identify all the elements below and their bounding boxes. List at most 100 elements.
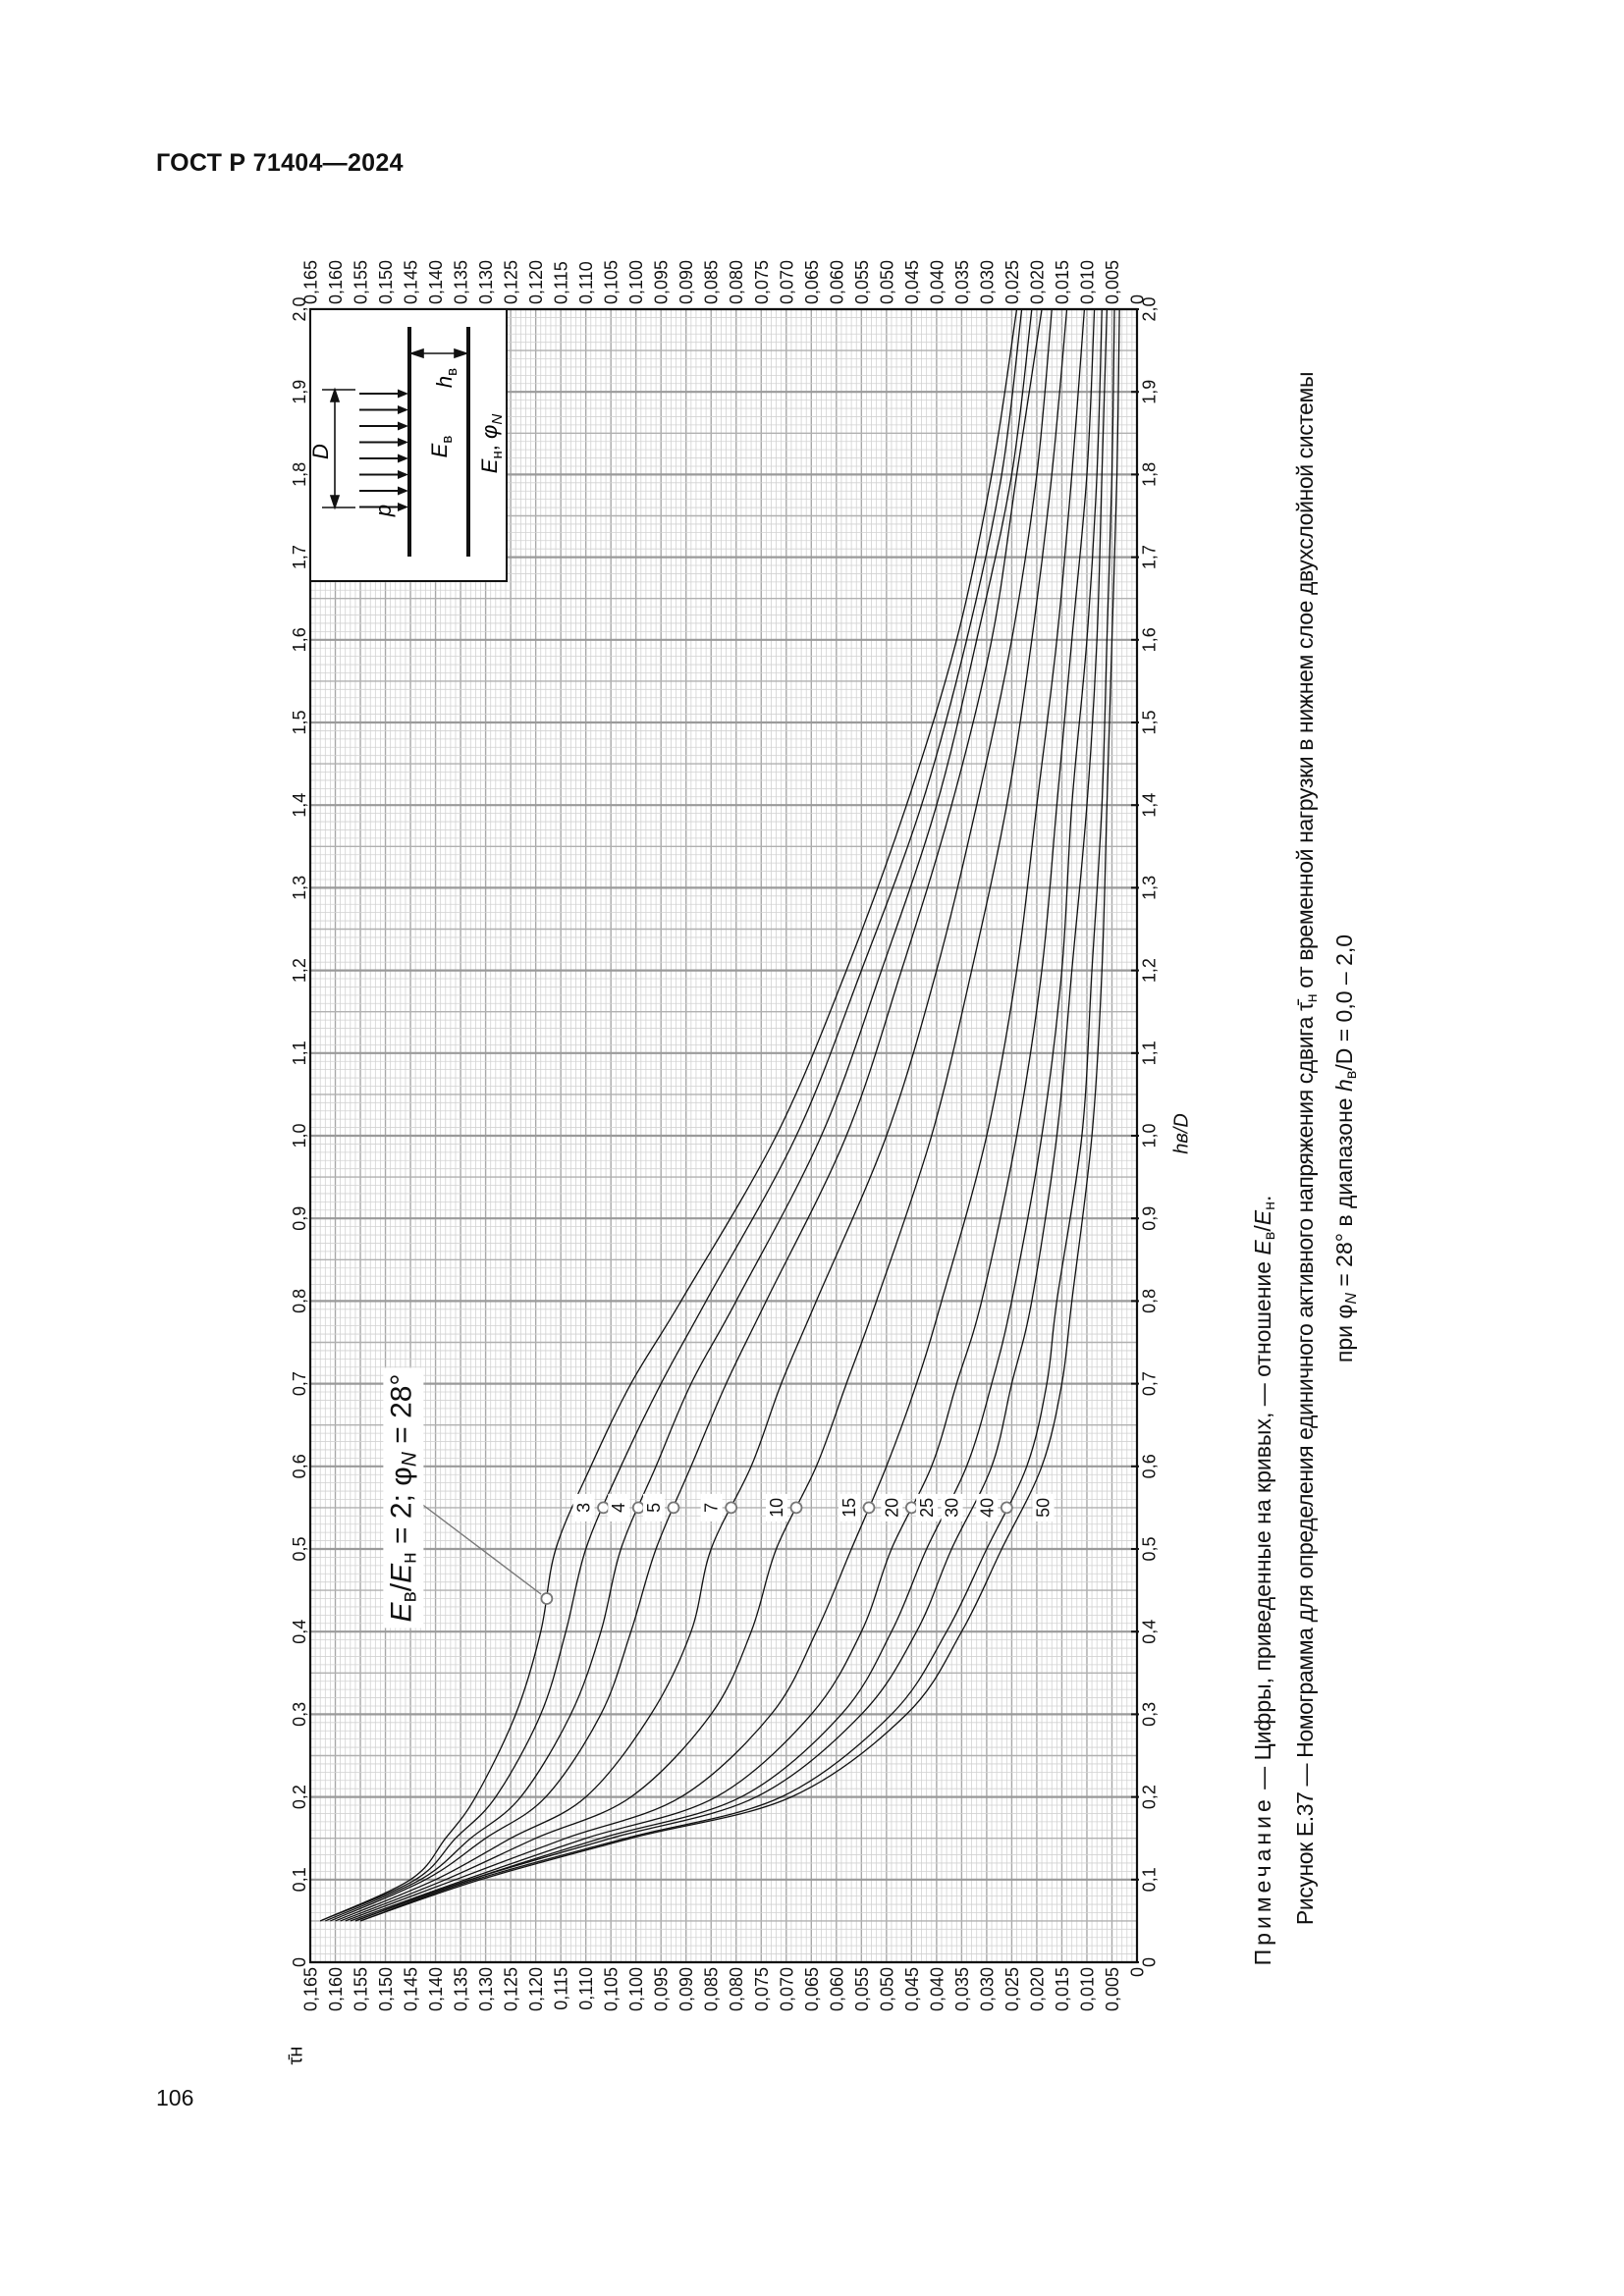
tick-label-h-left: 0,4 — [290, 1620, 309, 1644]
curve-label-bg — [941, 1493, 963, 1522]
tick-label-h-left: 1,6 — [290, 627, 309, 652]
tick-label-tau-top: 0,115 — [552, 261, 571, 304]
tick-label-tau-bottom: 0,150 — [376, 1967, 396, 2011]
tick-label-h-right: 0,7 — [1140, 1371, 1160, 1396]
tick-label-tau-bottom: 0,135 — [452, 1967, 471, 2011]
load-arrowhead — [398, 389, 408, 399]
load-arrowhead — [398, 454, 408, 463]
curve-marker-20 — [904, 1501, 918, 1515]
tick-label-h-left: 1,7 — [290, 545, 309, 569]
tick-label-tau-bottom: 0,125 — [502, 1967, 521, 2011]
curve-label: 4 — [609, 1503, 628, 1513]
tick-label-h-right: 1,5 — [1140, 710, 1160, 734]
diameter-dimension-icon — [322, 387, 355, 510]
tick-label-tau-bottom: 0,005 — [1103, 1967, 1122, 2011]
tick-label-h-left: 1,3 — [290, 876, 309, 900]
load-arrowhead — [398, 503, 408, 511]
tick-label-tau-bottom: 0,060 — [827, 1967, 846, 2011]
tick-label-tau-bottom: 0 — [1127, 1967, 1147, 1977]
tick-label-tau-bottom: 0,115 — [552, 1967, 571, 2010]
tick-label-tau-bottom: 0,045 — [902, 1967, 922, 2011]
tick-label-tau-bottom: 0,015 — [1053, 1967, 1072, 2011]
tick-label-tau-bottom: 0,020 — [1027, 1967, 1047, 2011]
curve-label: 20 — [882, 1498, 901, 1518]
tick-label-tau-top: 0,020 — [1027, 260, 1047, 304]
tick-label-h-right: 2,0 — [1140, 296, 1160, 321]
tick-label-h-left: 0,9 — [290, 1206, 309, 1231]
curve-marker-2 — [540, 1592, 554, 1605]
tick-label-tau-bottom: 0,165 — [300, 1967, 320, 2011]
tick-label-tau-bottom: 0,105 — [602, 1967, 622, 2011]
tick-label-h-right: 1,6 — [1140, 627, 1160, 652]
curve-series-4 — [325, 308, 1033, 1922]
load-arrowhead — [398, 438, 408, 447]
tick-label-tau-bottom: 0,155 — [352, 1967, 371, 2011]
tick-label-tau-bottom: 0,110 — [576, 1967, 596, 2010]
figure-caption-line2: при φN = 28° в диапазоне hв/D = 0,0 – 2,… — [1330, 934, 1361, 1363]
tick-label-h-left: 1,0 — [290, 1123, 309, 1148]
figure-caption-line1: Рисунок Е.37 — Номограмма для определени… — [1291, 371, 1322, 1926]
tick-label-h-left: 1,2 — [290, 958, 309, 983]
tick-label-h-left: 1,9 — [290, 380, 309, 404]
tick-label-h-right: 0,2 — [1140, 1785, 1160, 1809]
curve-series-3 — [319, 308, 1023, 1922]
load-arrows-icon — [359, 389, 408, 511]
curve-label-bg — [881, 1493, 903, 1522]
tick-label-h-right: 1,1 — [1140, 1041, 1160, 1065]
tick-label-tau-top: 0,160 — [326, 260, 346, 304]
load-arrowhead — [398, 470, 408, 479]
tick-label-tau-top: 0,055 — [852, 260, 872, 304]
curve-series-5 — [330, 308, 1043, 1922]
tick-label-tau-top: 0,135 — [452, 260, 471, 304]
load-arrowhead — [398, 405, 408, 414]
tick-label-tau-bottom: 0,130 — [476, 1967, 496, 2011]
curve-label-bg — [700, 1493, 723, 1522]
curve-label-bg — [916, 1493, 939, 1522]
curve-labels: 3 4 5 7 10 15 20 25 30 40 50 — [540, 1493, 1055, 1605]
tick-label-tau-top: 0,015 — [1053, 260, 1072, 304]
x-axis-label: hв/D — [1170, 1113, 1193, 1154]
tick-label-tau-bottom: 0,040 — [927, 1967, 947, 2011]
tick-label-tau-top: 0,025 — [1002, 260, 1022, 304]
tick-label-h-right: 0,3 — [1140, 1702, 1160, 1727]
tick-label-tau-top: 0,110 — [576, 261, 596, 304]
tick-label-h-left: 2,0 — [290, 296, 309, 321]
tick-label-tau-bottom: 0,025 — [1002, 1967, 1022, 2011]
tick-label-tau-top: 0,100 — [626, 260, 646, 304]
curve-label-bg — [642, 1493, 665, 1522]
curve-series-15 — [345, 308, 1086, 1922]
curve-marker-10 — [789, 1501, 803, 1515]
tick-label-tau-top: 0,105 — [602, 260, 622, 304]
tick-label-tau-bottom: 0,145 — [402, 1967, 421, 2011]
tick-label-tau-top: 0,145 — [402, 260, 421, 304]
tick-label-tau-top: 0,040 — [927, 260, 947, 304]
tick-label-tau-top: 0,035 — [952, 260, 972, 304]
tick-label-h-right: 0,1 — [1140, 1867, 1160, 1892]
tick-label-tau-bottom: 0,050 — [877, 1967, 896, 2011]
curve-series-25 — [354, 308, 1103, 1922]
curve-label: 3 — [574, 1503, 594, 1513]
chart-ticks: 0,1650,1650,1600,1600,1550,1550,1500,150… — [290, 260, 1160, 2011]
tick-label-tau-top: 0,085 — [702, 260, 722, 304]
tick-label-h-left: 0,8 — [290, 1289, 309, 1313]
curve-label-bg — [572, 1493, 595, 1522]
tick-label-h-right: 1,0 — [1140, 1123, 1160, 1148]
tick-label-h-left: 0,2 — [290, 1785, 309, 1809]
curve-series-7 — [335, 308, 1053, 1922]
inset-label-hb: hв — [432, 368, 460, 388]
inset-label-p: p — [371, 505, 396, 517]
annotation-leader-line — [415, 1499, 542, 1595]
tick-label-h-left: 0,1 — [290, 1867, 309, 1892]
tick-label-tau-top: 0,080 — [727, 260, 746, 304]
tick-label-tau-top: 0,165 — [300, 260, 320, 304]
curve-marker-15 — [862, 1501, 876, 1515]
tick-label-tau-top: 0,130 — [476, 260, 496, 304]
tick-label-tau-top: 0,150 — [376, 260, 396, 304]
curve-marker-7 — [725, 1501, 738, 1515]
tick-label-h-right: 0,8 — [1140, 1289, 1160, 1313]
tick-label-tau-top: 0,155 — [352, 260, 371, 304]
chart-curves — [319, 308, 1120, 1922]
inset-label-d: D — [308, 444, 333, 459]
tick-label-h-right: 1,7 — [1140, 545, 1160, 569]
curve-marker-40 — [1000, 1501, 1013, 1515]
